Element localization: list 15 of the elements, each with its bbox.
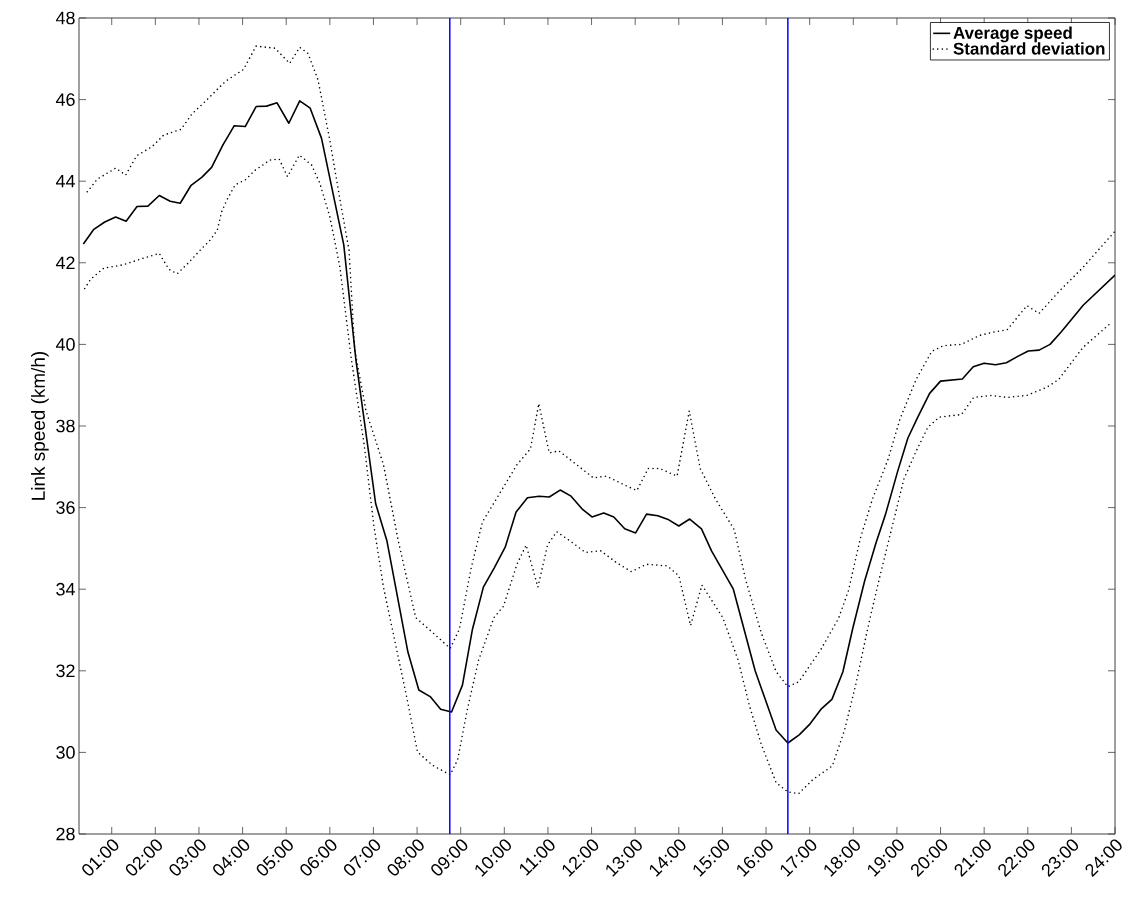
y-tick-label: 34 xyxy=(56,582,75,596)
y-tick-label: 42 xyxy=(55,256,75,270)
legend-label: Standard deviation xyxy=(953,42,1105,55)
legend-label: Average speed xyxy=(953,26,1072,43)
y-tick-label: 48 xyxy=(55,11,75,25)
y-axis-title: Link speed (km/h) xyxy=(31,351,49,500)
y-tick-label: 28 xyxy=(56,827,75,841)
y-tick-label: 46 xyxy=(55,93,75,106)
y-tick-label: 44 xyxy=(55,175,75,188)
y-tick-label: 36 xyxy=(56,501,75,514)
y-tick-label: 38 xyxy=(56,419,75,433)
y-tick-label: 40 xyxy=(55,338,75,351)
y-tick-label: 30 xyxy=(56,746,75,759)
line-series xyxy=(83,154,1112,795)
y-tick-label: 32 xyxy=(56,664,75,678)
